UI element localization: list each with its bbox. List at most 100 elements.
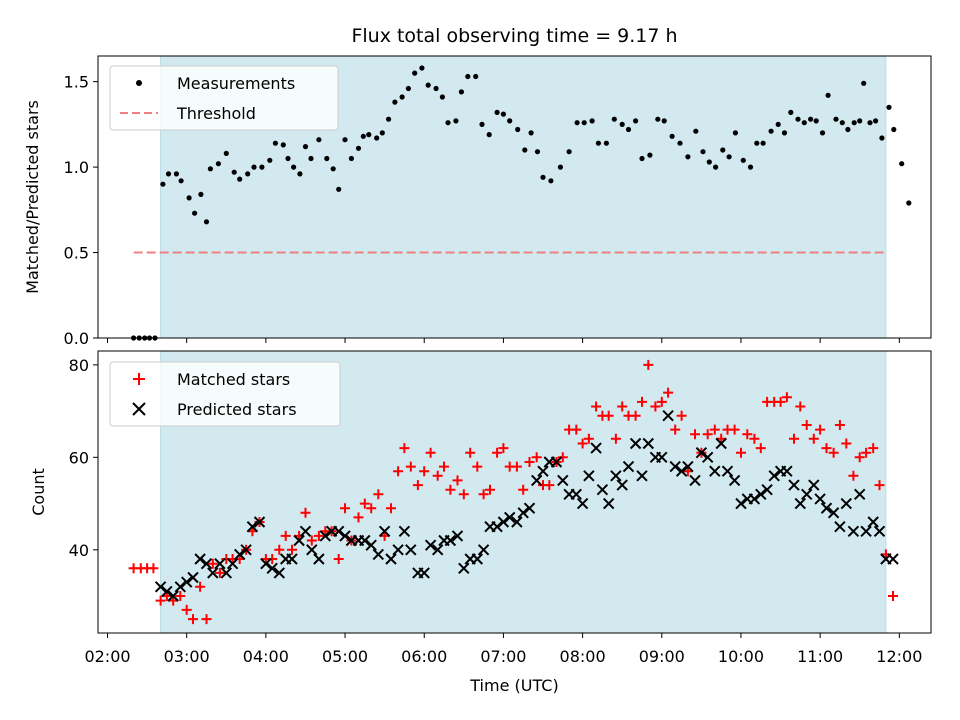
- measurement-point: [173, 171, 179, 177]
- measurement-point: [160, 181, 166, 187]
- measurement-point: [223, 150, 229, 156]
- measurement-point: [465, 73, 471, 80]
- bottom-y-axis-label: Count: [29, 468, 48, 516]
- predicted-star-point: [840, 497, 853, 510]
- measurement-point: [845, 126, 851, 133]
- matched-star-point: [445, 484, 456, 495]
- top-y-ticks: 0.0 0.5 1.0 1.5: [64, 73, 98, 348]
- bottom-legend-box: [109, 361, 341, 427]
- measurement-point: [405, 85, 411, 92]
- predicted-star-point: [523, 502, 536, 514]
- y-tick-label: 0.5: [64, 244, 89, 263]
- measurement-point: [231, 169, 237, 175]
- matched-star-point: [267, 554, 278, 564]
- predicted-star-point: [306, 544, 318, 556]
- bottom-y-ticks: 40 60 80: [69, 356, 98, 560]
- measurement-point: [528, 130, 534, 136]
- predicted-star-point: [431, 544, 444, 556]
- predicted-star-point: [873, 525, 886, 538]
- matched-star-point: [313, 530, 324, 541]
- predicted-star-point: [847, 525, 860, 538]
- x-tick-label: 06:00: [401, 647, 447, 666]
- top-legend-box: [109, 65, 339, 131]
- matched-star-point: [676, 410, 687, 421]
- predicted-star-point: [385, 553, 397, 565]
- predicted-star-point: [319, 530, 332, 542]
- predicted-star-point: [781, 465, 793, 477]
- measurement-point: [781, 130, 788, 136]
- measurement-point: [706, 159, 712, 165]
- top-legend: Measurements Threshold: [109, 65, 339, 131]
- measurement-point: [336, 186, 342, 192]
- predicted-star-point: [174, 581, 187, 593]
- predicted-star-point: [260, 557, 272, 570]
- matched-star-point: [478, 489, 489, 500]
- predicted-star-point: [761, 483, 773, 496]
- predicted-star-point: [491, 520, 503, 533]
- measurement-point: [425, 82, 431, 88]
- measurement-point: [788, 109, 794, 115]
- measurement-point: [251, 164, 257, 170]
- predicted-star-point: [629, 437, 642, 450]
- matched-star-point: [815, 424, 826, 435]
- measurement-point: [178, 178, 184, 184]
- matched-star-point: [419, 466, 430, 477]
- measurement-point: [540, 174, 546, 180]
- measurement-point: [486, 132, 492, 138]
- predicted-star-point: [503, 511, 516, 524]
- matched-star-point: [274, 544, 285, 555]
- predicted-star-point: [636, 470, 648, 482]
- measurement-point: [685, 154, 691, 160]
- measurement-point: [647, 152, 653, 158]
- predicted-star-point: [299, 525, 312, 538]
- predicted-star-point: [794, 497, 807, 510]
- measurement-point: [192, 210, 198, 216]
- predicted-star-point: [266, 562, 278, 575]
- matched-star-point: [650, 401, 661, 412]
- predicted-star-point: [444, 534, 457, 547]
- top-x-ticks: [107, 338, 900, 343]
- matched-star-point: [300, 507, 311, 518]
- matched-star-point: [775, 396, 786, 407]
- legend-marker-predicted: [132, 402, 146, 416]
- top-y-axis-label: Matched/Predicted stars: [23, 100, 42, 294]
- measurement-point: [720, 147, 726, 153]
- matched-star-point: [577, 438, 588, 449]
- predicted-star-point: [405, 544, 417, 556]
- matched-star-point: [736, 447, 746, 458]
- matched-star-point: [524, 457, 535, 467]
- matched-star-point: [386, 503, 396, 514]
- measurement-point: [861, 80, 867, 86]
- matched-star-point: [531, 452, 542, 463]
- measurement-point: [819, 130, 826, 136]
- measurement-point: [639, 155, 645, 162]
- x-tick-label: 03:00: [164, 647, 210, 666]
- matched-star-point: [188, 614, 198, 625]
- predicted-star-point: [576, 497, 589, 510]
- measurement-point: [330, 166, 336, 172]
- matched-star-point: [583, 433, 594, 444]
- matched-star-point: [432, 470, 443, 481]
- measurement-point: [760, 140, 766, 146]
- predicted-star-point: [715, 437, 727, 450]
- measurement-point: [360, 133, 366, 139]
- matched-star-point: [557, 452, 568, 463]
- measurement-point: [412, 70, 418, 76]
- matched-star-point: [181, 604, 192, 615]
- matched-star-point: [485, 484, 495, 495]
- x-tick-label: 12:00: [876, 647, 922, 666]
- matched-star-point: [452, 475, 463, 486]
- matched-star-point: [617, 401, 628, 412]
- matched-star-point: [874, 480, 885, 491]
- matched-star-point: [439, 461, 449, 472]
- measurement-point: [548, 178, 554, 184]
- predicted-star-point: [497, 516, 510, 528]
- predicted-star-point: [550, 456, 563, 468]
- measurement-point: [534, 149, 541, 155]
- predicted-star-point: [220, 567, 233, 579]
- predicted-star-point: [689, 474, 701, 487]
- matched-star-point: [287, 544, 297, 555]
- predicted-star-point: [887, 553, 899, 565]
- matched-star-point: [729, 424, 740, 435]
- x-tick-label: 07:00: [480, 647, 526, 666]
